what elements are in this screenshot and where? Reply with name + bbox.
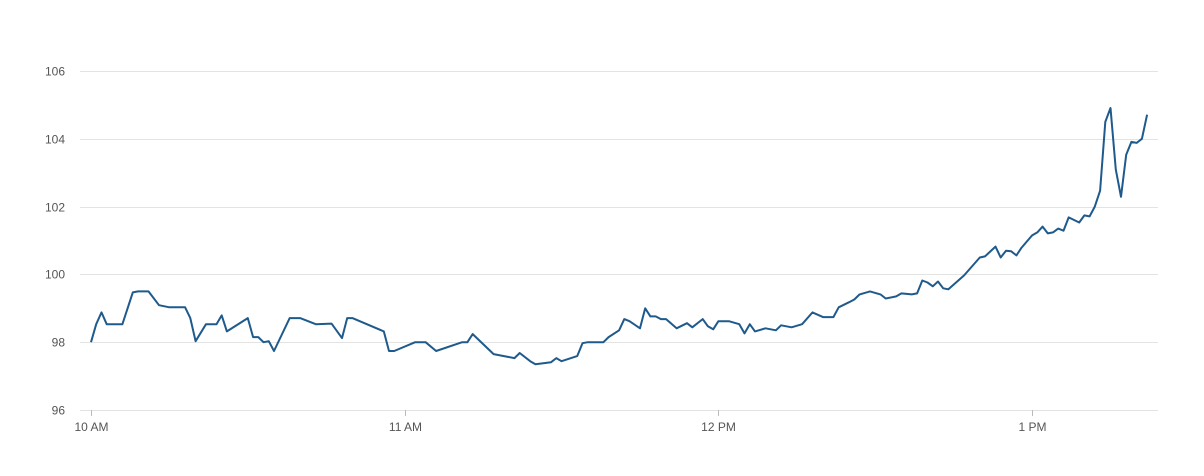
y-tick-label: 100 [45,268,65,282]
x-tick-label: 11 AM [389,420,422,434]
y-tick-label: 102 [45,201,65,215]
y-tick-label: 104 [45,133,65,147]
y-tick-label: 98 [52,336,66,350]
gridlines [80,71,1158,411]
series-line [90,107,1149,366]
y-tick-label: 106 [45,65,65,79]
x-axis: 10 AM 11 AM 12 PM 1 PM [74,410,1047,434]
x-tick-label: 1 PM [1018,420,1046,434]
y-axis-labels: 96 98 100 102 104 106 [45,65,65,418]
x-tick-label: 10 AM [74,420,108,434]
y-tick-label: 96 [52,404,66,418]
x-tick-label: 12 PM [701,420,736,434]
